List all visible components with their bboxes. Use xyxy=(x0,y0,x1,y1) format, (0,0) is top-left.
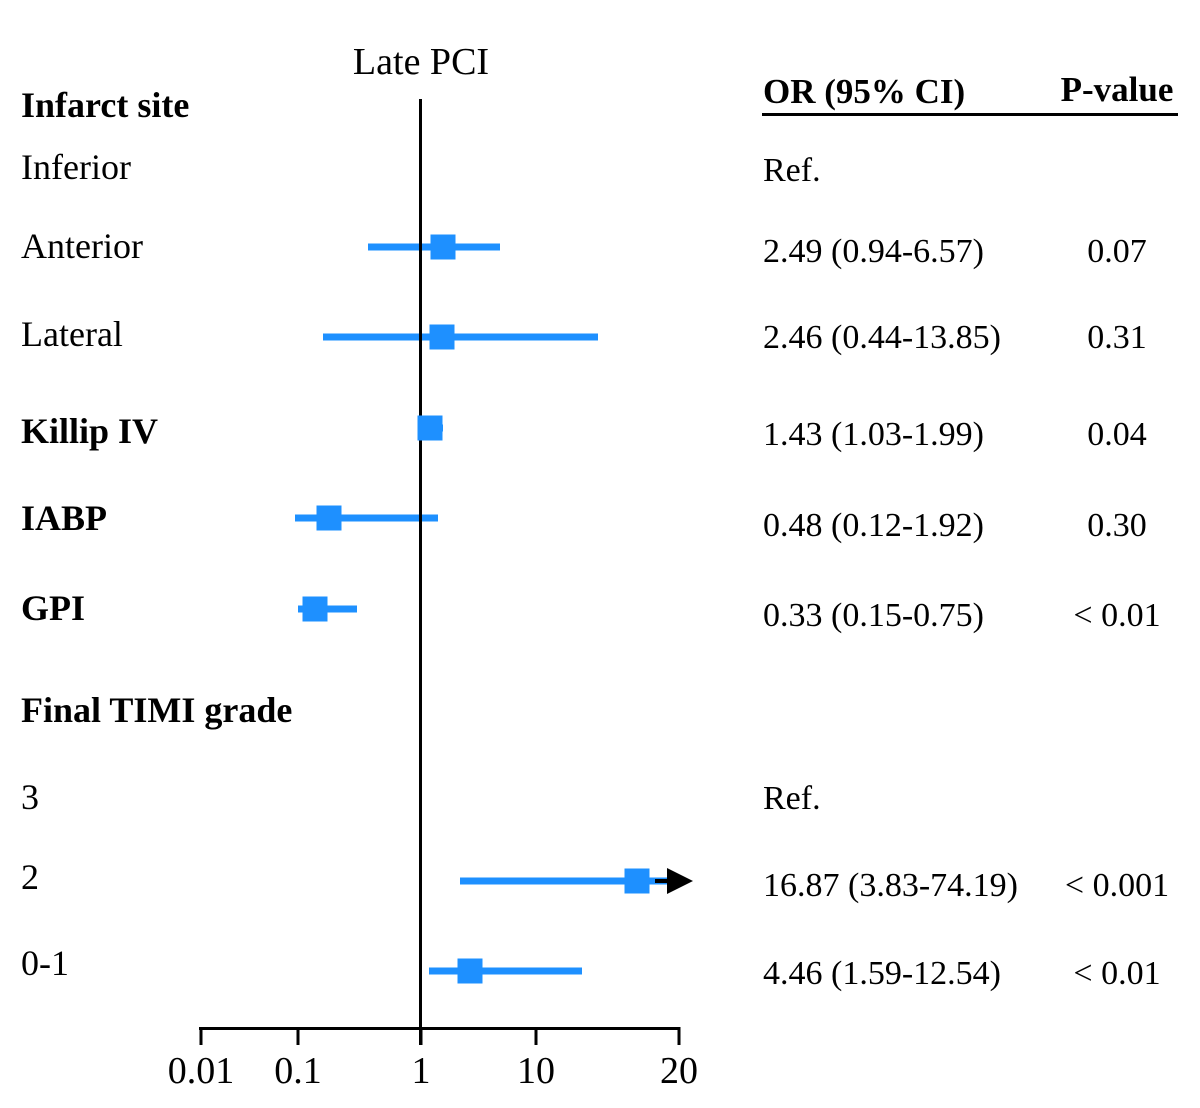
row-label: GPI xyxy=(21,588,86,628)
column-header-p: P-value xyxy=(1060,70,1174,109)
axis-tick xyxy=(677,1027,681,1045)
p-value: 0.31 xyxy=(1087,319,1147,356)
or-marker xyxy=(417,415,443,441)
axis-tick xyxy=(419,1027,423,1045)
or-value: 0.48 (0.12-1.92) xyxy=(763,507,984,544)
p-value: < 0.01 xyxy=(1073,955,1161,992)
row-label: Killip IV xyxy=(21,411,159,451)
row-label: Final TIMI grade xyxy=(21,690,293,730)
row-label: Anterior xyxy=(21,226,143,266)
or-marker xyxy=(624,868,650,894)
p-value: 0.04 xyxy=(1087,416,1147,453)
or-value: Ref. xyxy=(763,780,821,817)
row-label: 3 xyxy=(21,777,39,817)
row-label: Lateral xyxy=(21,314,123,354)
or-marker xyxy=(302,596,328,622)
ci-line xyxy=(295,514,438,522)
ci-line xyxy=(323,333,598,341)
p-value: < 0.01 xyxy=(1073,597,1161,634)
column-header-or: OR (95% CI) xyxy=(763,72,966,111)
ci-line xyxy=(460,877,667,885)
axis-tick xyxy=(296,1027,300,1045)
row-label: Inferior xyxy=(21,147,131,187)
axis-tick-label: 0.1 xyxy=(274,1050,322,1092)
or-marker xyxy=(430,234,456,260)
arrow-stub xyxy=(655,879,671,883)
reference-line xyxy=(419,99,422,1045)
or-value: 0.33 (0.15-0.75) xyxy=(763,597,984,634)
axis-tick-label: 10 xyxy=(517,1050,555,1092)
or-value: Ref. xyxy=(763,152,821,189)
or-marker xyxy=(316,505,342,531)
row-label: IABP xyxy=(21,498,108,538)
ci-line xyxy=(298,605,357,613)
axis-tick xyxy=(534,1027,538,1045)
row-label: Infarct site xyxy=(21,85,190,125)
axis-tick-label: 20 xyxy=(660,1050,698,1092)
or-value: 16.87 (3.83-74.19) xyxy=(763,867,1018,904)
or-value: 2.49 (0.94-6.57) xyxy=(763,233,984,270)
axis-tick-label: 1 xyxy=(411,1050,431,1092)
x-axis-line xyxy=(199,1027,680,1030)
p-value: 0.30 xyxy=(1087,507,1147,544)
axis-tick xyxy=(199,1027,203,1045)
row-label: 2 xyxy=(21,857,39,897)
or-value: 1.43 (1.03-1.99) xyxy=(763,416,984,453)
or-value: 2.46 (0.44-13.85) xyxy=(763,319,1001,356)
axis-tick-label: 0.01 xyxy=(167,1050,235,1092)
ci-line xyxy=(429,967,582,975)
row-label: 0-1 xyxy=(21,943,69,983)
arrow-right-icon xyxy=(667,868,693,894)
p-value: < 0.001 xyxy=(1064,867,1170,904)
header-underline xyxy=(762,113,1178,116)
p-value: 0.07 xyxy=(1087,233,1147,270)
chart-title: Late PCI xyxy=(352,41,490,83)
or-value: 4.46 (1.59-12.54) xyxy=(763,955,1001,992)
or-marker xyxy=(429,324,455,350)
or-marker xyxy=(457,958,483,984)
